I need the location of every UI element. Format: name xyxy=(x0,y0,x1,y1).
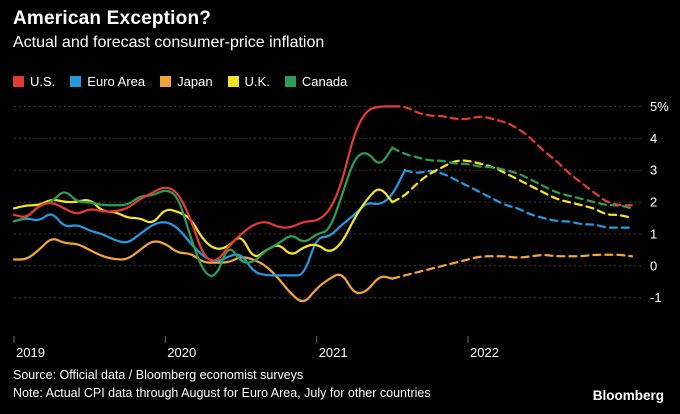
legend-label: Euro Area xyxy=(87,74,146,89)
series-line-forecast xyxy=(403,169,634,229)
legend-swatch xyxy=(13,76,24,87)
x-axis-label: 2019 xyxy=(16,345,45,360)
note-text: Note: Actual CPI data through August for… xyxy=(13,386,431,400)
y-axis-label: 1 xyxy=(650,226,657,241)
chart-title: American Exception? xyxy=(13,8,212,29)
legend-swatch xyxy=(160,76,172,87)
legend-item: Canada xyxy=(284,74,348,89)
series-line-actual xyxy=(12,146,394,277)
x-axis-label: 2021 xyxy=(319,345,348,360)
chart-subtitle: Actual and forecast consumer-price infla… xyxy=(13,34,325,51)
source-text: Source: Official data / Bloomberg econom… xyxy=(13,368,304,382)
plot-area: 5% 4 3 2 1 0 -1 2019 2020 2021 2022 xyxy=(0,94,680,364)
legend-label: Japan xyxy=(177,74,213,89)
y-axis-label: 0 xyxy=(650,258,657,273)
y-axis-label: 2 xyxy=(650,195,657,210)
chart-canvas: 5% 4 3 2 1 0 -1 2019 2020 2021 2022 xyxy=(12,99,669,360)
legend-swatch xyxy=(284,76,296,87)
legend-item: Japan xyxy=(160,74,213,89)
series-line-actual xyxy=(12,188,394,258)
legend-item: U.K. xyxy=(227,74,270,89)
legend-swatch xyxy=(70,76,82,87)
series-line-actual xyxy=(12,105,394,262)
y-axis-label: 3 xyxy=(650,163,657,178)
legend-item: Euro Area xyxy=(70,74,145,89)
legend-label: Canada xyxy=(301,74,348,89)
x-axis-label: 2022 xyxy=(470,345,499,360)
legend-label: U.S. xyxy=(30,74,56,89)
legend-item: U.S. xyxy=(13,74,55,89)
y-axis-label: 5% xyxy=(650,99,669,114)
y-axis-label: -1 xyxy=(650,290,662,305)
legend-swatch xyxy=(227,76,239,87)
series-line-forecast xyxy=(391,146,634,210)
series-line-forecast xyxy=(391,105,634,207)
x-axis-label: 2020 xyxy=(167,345,196,360)
series-line-forecast xyxy=(391,159,634,220)
y-axis-label: 4 xyxy=(650,131,657,146)
legend-label: U.K. xyxy=(244,74,270,89)
legend: U.S. Euro Area Japan U.K. Canada xyxy=(13,74,347,89)
series-line-actual xyxy=(12,169,407,277)
series-line-forecast xyxy=(391,253,634,280)
bloomberg-logo: Bloomberg xyxy=(592,388,664,403)
